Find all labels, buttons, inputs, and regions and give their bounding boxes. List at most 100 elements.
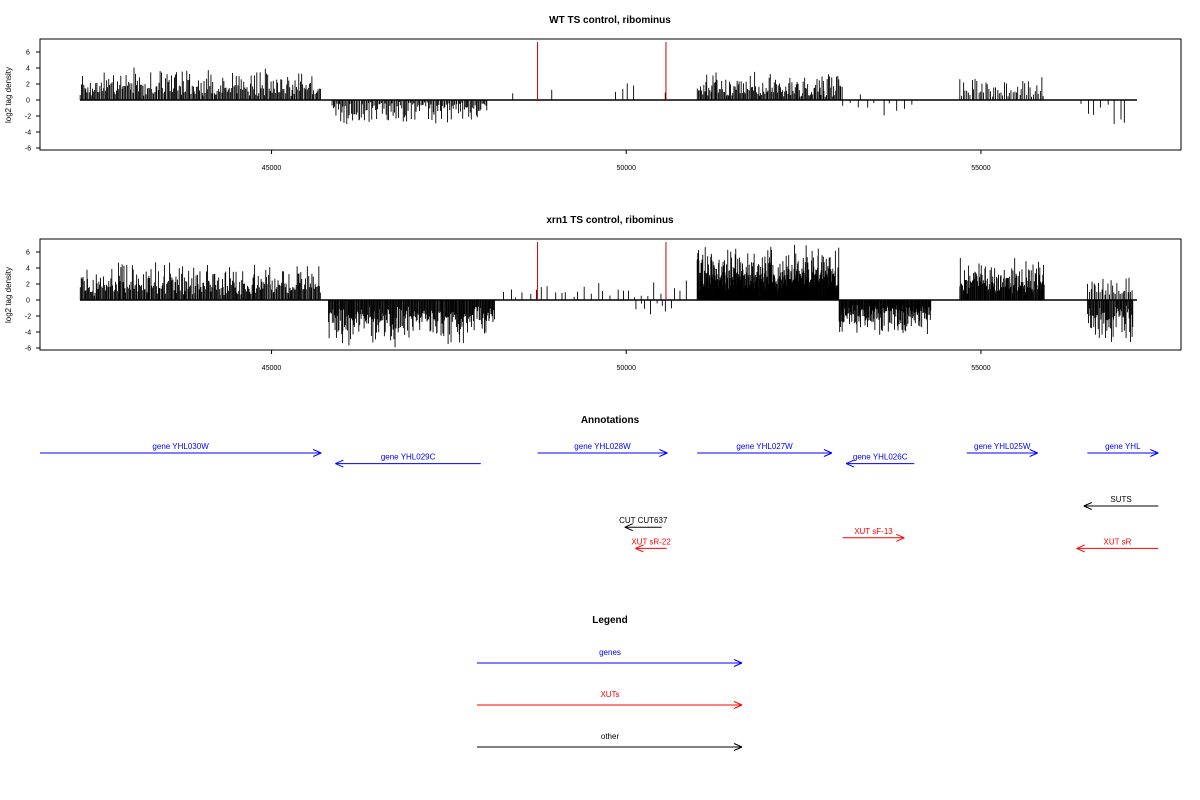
feature-arrow: [966, 449, 1038, 457]
y-tick-label: -6: [25, 146, 31, 153]
feature-label: XUT sR-22: [631, 537, 671, 546]
legend-panel: Legend genes XUTs other: [477, 615, 743, 751]
arrowhead: [733, 701, 743, 706]
x-tick-label: 45000: [262, 165, 282, 172]
arrowhead: [733, 704, 743, 709]
arrowhead: [1083, 505, 1092, 510]
y-tick-label: 2: [26, 282, 30, 289]
feature-arrow: [1087, 449, 1159, 457]
arrowhead: [733, 746, 743, 751]
arrowhead: [1029, 449, 1038, 454]
feature-label: gene YHL026C: [853, 453, 908, 462]
legend-label: XUTs: [600, 690, 619, 699]
x-tick-label: 45000: [262, 365, 282, 372]
arrowhead: [823, 452, 833, 457]
y-tick-label: 4: [26, 266, 30, 273]
arrowhead: [845, 463, 855, 468]
y-tick-label: 0: [26, 298, 30, 305]
arrowhead: [1083, 502, 1092, 507]
arrowhead: [312, 449, 322, 454]
arrowhead: [733, 659, 743, 664]
annotation-features: gene YHL030W gene YHL029C gene YHL028W gene…: [40, 442, 1159, 553]
arrowhead: [896, 533, 905, 539]
wt-x-ticks: 45000 50000 55000: [262, 150, 991, 172]
y-tick-label: -2: [25, 114, 31, 121]
y-tick-label: 6: [26, 250, 30, 257]
annotations-title: Annotations: [581, 415, 640, 426]
legend-items: genes XUTs other: [477, 648, 743, 751]
xrn1-y-ticks: -6 -4 -2 0 2 4 6: [25, 250, 40, 353]
arrowhead: [823, 449, 833, 454]
xrn1-density-bars: [79, 244, 1137, 348]
arrowhead: [635, 544, 644, 549]
y-tick-label: 0: [26, 98, 30, 105]
x-tick-label: 55000: [971, 165, 991, 172]
y-tick-label: -2: [25, 314, 31, 321]
feature-label: gene YHL029C: [381, 453, 436, 462]
x-tick-label: 55000: [971, 365, 991, 372]
wt-plot-frame: [39, 38, 1182, 151]
arrowhead: [659, 449, 668, 454]
feature-label: gene YHL: [1105, 442, 1141, 451]
y-tick-label: 6: [26, 50, 30, 57]
arrowhead: [845, 459, 855, 465]
feature-label: XUT sR: [1104, 537, 1132, 546]
y-tick-label: 4: [26, 66, 30, 73]
feature-arrow: [1083, 502, 1159, 510]
feature-label: gene YHL028W: [574, 442, 631, 451]
wt-y-ticks: -6 -4 -2 0 2 4 6: [25, 50, 40, 153]
arrowhead: [335, 463, 344, 468]
wt-density-panel: WT TS control, ribominus log2 tag densit…: [4, 15, 1182, 172]
feature-arrow: [624, 523, 662, 532]
feature-label: SUTS: [1110, 495, 1131, 504]
feature-arrow: [697, 449, 833, 457]
y-tick-label: 2: [26, 82, 30, 89]
feature-arrow: [842, 533, 905, 542]
legend-label: other: [601, 732, 620, 741]
legend-arrow: [477, 659, 743, 667]
arrowhead: [335, 459, 344, 465]
x-tick-label: 50000: [617, 365, 637, 372]
wt-markers: [537, 42, 667, 100]
x-tick-label: 50000: [617, 165, 637, 172]
xrn1-density-panel: xrn1 TS control, ribominus log2 tag dens…: [4, 215, 1182, 372]
arrowhead: [659, 452, 668, 457]
arrowhead: [733, 743, 743, 748]
feature-arrow: [635, 544, 667, 553]
legend-title: Legend: [592, 615, 628, 626]
y-tick-label: -4: [25, 330, 31, 337]
arrowhead: [733, 662, 743, 667]
feature-label: XUT sF-13: [854, 527, 893, 536]
arrowhead: [1076, 547, 1085, 553]
feature-label: CUT CUT637: [619, 516, 668, 525]
xrn1-x-ticks: 45000 50000 55000: [262, 350, 991, 372]
arrowhead: [1029, 452, 1038, 457]
feature-label: gene YHL030W: [152, 442, 209, 451]
arrowhead: [1076, 544, 1085, 549]
arrowhead: [635, 547, 644, 553]
feature-arrow: [335, 459, 481, 468]
arrowhead: [1150, 449, 1159, 454]
y-tick-label: -6: [25, 346, 31, 353]
feature-label: gene YHL027W: [736, 442, 793, 451]
feature-arrow: [40, 449, 322, 457]
y-tick-label: -4: [25, 130, 31, 137]
feature-arrow: [1076, 544, 1159, 553]
feature-arrow: [845, 459, 915, 468]
feature-label: gene YHL025W: [974, 442, 1031, 451]
xrn1-panel-title: xrn1 TS control, ribominus: [546, 215, 674, 226]
feature-arrow: [537, 449, 668, 457]
wt-panel-title: WT TS control, ribominus: [549, 15, 671, 26]
wt-density-bars: [79, 67, 1137, 124]
legend-label: genes: [599, 648, 621, 657]
arrowhead: [624, 523, 634, 528]
arrowhead: [1150, 452, 1159, 457]
xrn1-plot-frame: [39, 238, 1182, 351]
legend-arrow: [477, 701, 743, 709]
wt-y-axis-label: log2 tag density: [4, 67, 13, 123]
arrowhead: [312, 452, 322, 457]
xrn1-y-axis-label: log2 tag density: [4, 267, 13, 323]
arrowhead: [624, 526, 634, 532]
